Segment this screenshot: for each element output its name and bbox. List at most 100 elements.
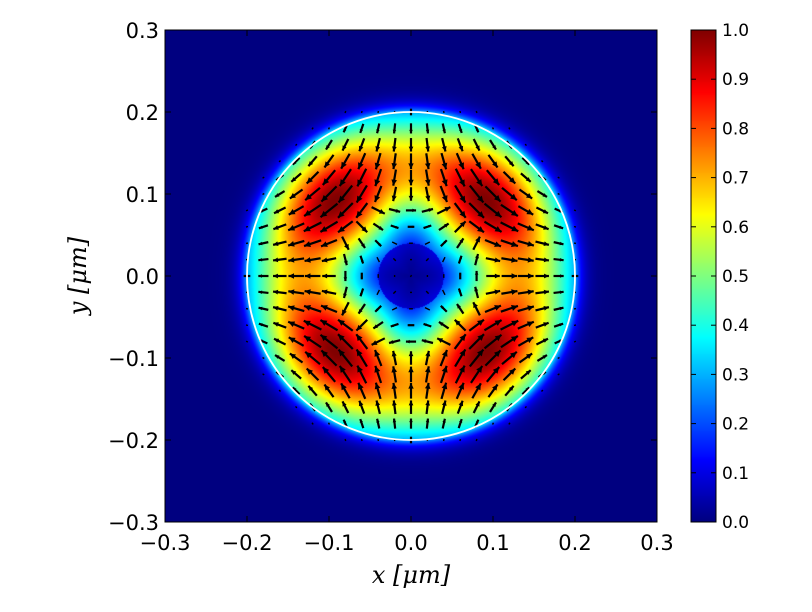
quiver-arrowhead [443,240,447,244]
quiver-arrowhead [291,370,297,375]
quiver-arrowhead [459,334,466,342]
quiver-arrowhead [543,305,549,311]
quiver-arrow [508,422,511,425]
quiver-arrowhead [475,161,481,169]
quiver-arrowhead [526,337,534,344]
quiver-arrowhead [409,436,413,440]
quiver-arrowhead [428,208,433,212]
quiver-arrowhead [391,350,397,357]
x-tick-label: 0.2 [558,531,591,555]
quiver-arrowhead [273,241,279,247]
colorbar-ticks: 0.0 0.1 0.2 0.3 0.4 0.5 0.6 0.7 0.8 0.9 1.0 [691,21,749,533]
quiver-arrowhead [304,210,312,217]
quiver-arrowhead [288,305,295,311]
quiver-arrow [376,289,381,296]
quiver-arrowhead [511,305,518,311]
quiver-arrowhead [425,146,430,152]
quiver-arrowhead [258,274,262,278]
quiver-arrowhead [441,179,448,187]
quiver-arrow [344,110,347,114]
quiver-arrowhead [405,339,410,344]
quiver-arrowhead [526,321,534,328]
quiver-arrowhead [475,254,479,259]
quiver-arrowhead [304,273,311,279]
quiver-arrowhead [456,303,461,309]
colorbar-tick-label: 0.0 [722,513,749,533]
quiver-arrowhead [437,338,444,343]
quiver-arrow [311,422,314,425]
quiver-arrowhead [376,129,380,134]
boundary-circle [246,111,576,441]
quiver-arrowhead [459,272,462,276]
quiver-arrowhead [492,366,500,374]
colorbar-tick-label: 0.3 [722,365,749,385]
quiver-arrowhead [559,258,564,262]
quiver-arrow [491,422,495,425]
quiver-arrowhead [526,224,534,231]
quiver-arrow [475,110,478,114]
quiver-arrowhead [373,324,378,329]
quiver-arrowhead [492,161,498,168]
quiver-arrow [360,110,363,114]
quiver-arrowhead [508,161,514,167]
quiver-arrow [573,324,577,327]
quiver-arrowhead [376,418,380,423]
quiver-arrowhead [511,225,519,232]
colorbar-tick-label: 0.8 [722,119,749,139]
quiver-arrow [557,192,560,196]
quiver-arrowhead [458,400,464,407]
quiver-arrowhead [525,160,530,165]
quiver-arrowhead [320,334,328,342]
quiver-arrowhead [459,349,466,357]
quiver-arrowhead [442,418,446,423]
quiver-arrowhead [542,209,548,214]
quiver-arrowhead [305,193,312,201]
quiver-arrow [475,438,478,442]
quiver-arrow [459,438,462,442]
quiver-arrowhead [304,289,311,295]
quiver-arrowhead [492,145,496,150]
quiver-arrowhead [441,350,448,357]
quiver-arrow [573,225,577,228]
quiver-arrow [278,389,282,392]
quiver-arrowhead [511,257,518,263]
y-tick-label: −0.1 [108,347,159,371]
quiver-arrowhead [459,419,463,423]
quiver-arrowhead [391,382,398,389]
quiver-arrowhead [409,418,413,423]
quiver-arrowhead [508,368,516,375]
quiver-arrowhead [304,335,312,342]
quiver-arrowhead [306,368,314,375]
quiver-arrowhead [441,400,447,406]
quiver-arrowhead [343,419,347,424]
quiver-arrowhead [360,293,363,297]
y-tick-label: 0.2 [126,101,159,125]
quiver-arrowhead [458,288,462,292]
quiver-arrow [344,438,347,442]
quiver-arrowhead [391,195,397,202]
quiver-arrowhead [338,319,345,326]
quiver-arrowhead [425,129,430,134]
quiver-arrowhead [258,290,263,294]
quiver-arrowhead [542,193,547,197]
quiver-arrowhead [258,323,263,327]
quiver-arrowhead [542,355,547,359]
quiver-arrowhead [321,305,328,311]
y-tick-label: 0.0 [126,265,159,289]
quiver-arrowhead [358,382,364,390]
quiver-arrow [391,241,398,246]
quiver-arrowhead [304,305,311,311]
quiver-arrow [557,356,560,360]
colorbar-tick-label: 1.0 [722,21,749,41]
quiver-arrowhead [559,306,564,311]
x-tick-label: 0.1 [476,531,509,555]
quiver-arrowhead [543,289,549,295]
quiver-arrowhead [375,308,379,312]
quiver-arrowhead [288,224,296,231]
quiver-arrowhead [321,241,328,247]
quiver-arrowhead [258,225,263,229]
quiver-arrowhead [357,179,363,187]
quiver-arrowhead [338,349,345,357]
quiver-arrowhead [378,209,385,214]
quiver-arrowhead [392,418,397,423]
